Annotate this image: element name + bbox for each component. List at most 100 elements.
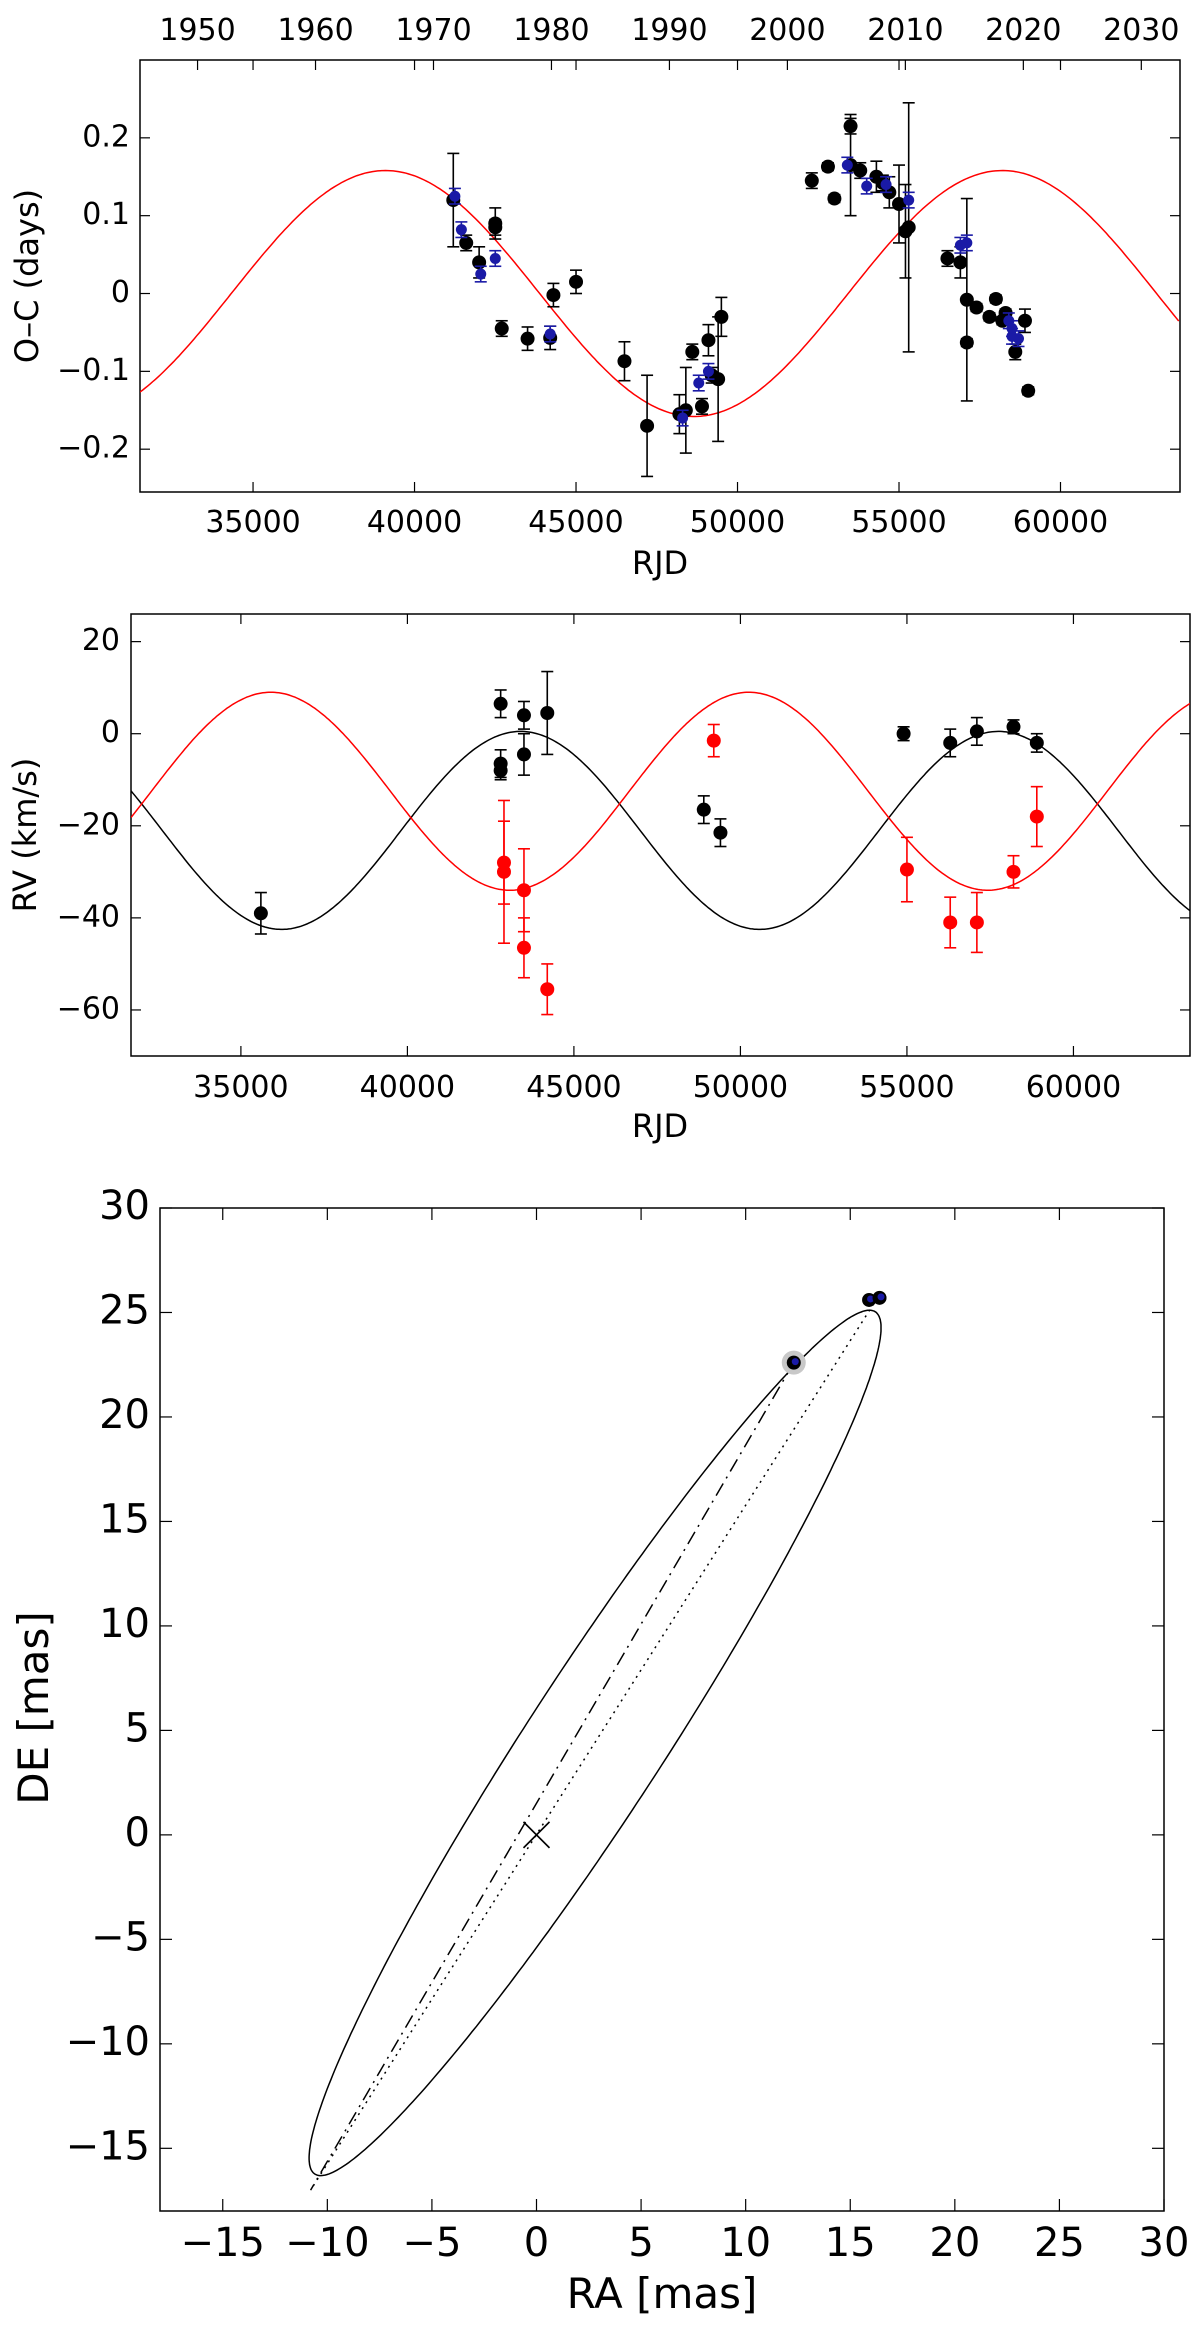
rv-plot-frame — [130, 613, 1191, 1057]
oc-blue-point — [475, 268, 487, 280]
oc-blue-point — [1013, 333, 1025, 345]
rv-y-axis-label: RV (km/s) — [6, 758, 44, 913]
rv-marks — [131, 614, 1190, 1056]
oc-black-point — [685, 344, 700, 359]
oc-black-point — [820, 159, 835, 174]
oc-black-point — [892, 197, 907, 211]
rv-x-tick-label: 35000 — [193, 1070, 288, 1105]
orbit-line-of-apsides — [309, 1297, 879, 2191]
oc-x-ticks: 35000 40000 45000 50000 55000 60000 — [205, 505, 1108, 540]
rv-primary-point — [969, 724, 984, 739]
oc-year-tick-label: 1980 — [513, 13, 589, 48]
rv-x-tick-label: 60000 — [1026, 1070, 1121, 1105]
oc-black-point — [853, 163, 868, 178]
oc-black-point — [711, 372, 726, 387]
rv-primary-point — [1006, 719, 1021, 734]
rv-y-tick-label: −40 — [57, 899, 120, 934]
oc-y-ticks: −0.2 −0.1 0 0.1 0.2 — [57, 119, 130, 465]
rv-y-tick-label: 0 — [101, 715, 120, 750]
rv-primary-point — [540, 705, 555, 720]
rv-secondary-point — [969, 915, 984, 930]
oc-black-point — [969, 300, 984, 315]
oc-black-point — [982, 309, 997, 324]
oc-x-tick-label: 50000 — [690, 505, 785, 540]
rv-primary-point — [516, 708, 531, 723]
rv-x-ticks: 35000 40000 45000 50000 55000 60000 — [193, 1070, 1121, 1105]
oc-blue-point — [903, 194, 915, 206]
oc-black-point — [520, 331, 535, 346]
oc-blue-point — [449, 190, 461, 202]
rv-secondary-point — [496, 864, 511, 879]
oc-blue-point — [961, 237, 973, 249]
orbit-panel: −15 −10 −5 0 5 10 15 20 25 30 −15 −10 −5… — [9, 1183, 1189, 2318]
oc-x-tick-label: 55000 — [851, 505, 946, 540]
rv-primary-point — [516, 747, 531, 762]
oc-year-ticks: 1950 1960 1970 1980 1990 2000 2010 2020 … — [159, 13, 1179, 48]
orbit-x-tick-label: 15 — [825, 2220, 876, 2266]
oc-blue-point — [489, 252, 501, 264]
oc-y-tick-label: 0.1 — [82, 197, 130, 232]
oc-blue-point — [861, 180, 873, 192]
rv-secondary-point — [540, 982, 555, 997]
orbit-x-tick-label: 20 — [929, 2220, 980, 2266]
oc-plot-frame — [139, 59, 1181, 493]
orbit-x-tick-label: 30 — [1139, 2220, 1190, 2266]
orbit-y-tick-label: 0 — [125, 1810, 150, 1856]
rv-secondary-point — [706, 733, 721, 748]
rv-x-tick-label: 55000 — [859, 1070, 954, 1105]
oc-black-point — [1021, 383, 1036, 398]
orbit-y-tick-label: −10 — [66, 2019, 150, 2065]
rv-primary-point — [696, 802, 711, 817]
oc-year-tick-label: 1960 — [277, 13, 353, 48]
oc-blue-point — [544, 328, 556, 340]
oc-black-point — [546, 288, 561, 303]
oc-year-tick-label: 1990 — [631, 13, 707, 48]
oc-black-point — [804, 173, 819, 188]
orbit-measurement-model-point — [867, 1295, 875, 1303]
rv-secondary-point — [516, 883, 531, 898]
oc-black-point — [959, 292, 974, 307]
rv-primary-point — [943, 735, 958, 750]
oc-blue-point — [677, 412, 689, 424]
rv-panel: 35000 40000 45000 50000 55000 60000 −60 … — [6, 613, 1191, 1145]
orbit-y-tick-label: 20 — [99, 1392, 150, 1438]
oc-black-point — [694, 399, 709, 414]
oc-model-curve — [140, 169, 1180, 418]
rv-y-tick-label: 20 — [82, 623, 120, 658]
oc-black-point — [953, 255, 968, 270]
rv-primary-point — [493, 696, 508, 711]
rv-secondary-point — [943, 915, 958, 930]
oc-panel: 35000 40000 45000 50000 55000 60000 −0.2… — [8, 13, 1181, 582]
rv-primary-curve — [131, 730, 1190, 931]
oc-year-tick-label: 1950 — [159, 13, 235, 48]
oc-y-tick-label: −0.1 — [57, 353, 130, 388]
oc-x-tick-label: 35000 — [205, 505, 300, 540]
orbit-x-axis-label: RA [mas] — [567, 2269, 758, 2318]
oc-black-point — [940, 251, 955, 266]
oc-black-point — [459, 235, 474, 250]
rv-y-ticks: −60 −40 −20 0 20 — [57, 623, 120, 1026]
rv-x-tick-label: 40000 — [360, 1070, 455, 1105]
rv-primary-point — [253, 906, 268, 921]
oc-blue-point — [455, 224, 467, 236]
orbit-x-tick-label: −10 — [285, 2220, 369, 2266]
orbit-plot-frame — [159, 1207, 1165, 2212]
rv-secondary-point — [516, 940, 531, 955]
orbit-x-tick-label: 5 — [628, 2220, 653, 2266]
orbit-x-tick-label: 10 — [720, 2220, 771, 2266]
oc-black-point — [494, 321, 509, 336]
oc-black-point — [569, 274, 584, 289]
orbit-marks — [160, 1207, 1165, 2211]
rv-primary-point — [713, 825, 728, 840]
oc-y-tick-label: 0 — [111, 275, 130, 310]
orbit-y-tick-label: −5 — [91, 1914, 150, 1960]
rv-y-tick-label: −20 — [57, 807, 120, 842]
oc-blue-point — [702, 365, 714, 377]
orbit-y-tick-label: 10 — [99, 1601, 150, 1647]
oc-black-point — [827, 191, 842, 206]
orbit-y-ticks: −15 −10 −5 0 5 10 15 20 25 30 — [66, 1183, 150, 2169]
oc-black-point — [959, 335, 974, 350]
oc-black-point — [472, 255, 487, 270]
oc-black-point — [1017, 313, 1032, 328]
